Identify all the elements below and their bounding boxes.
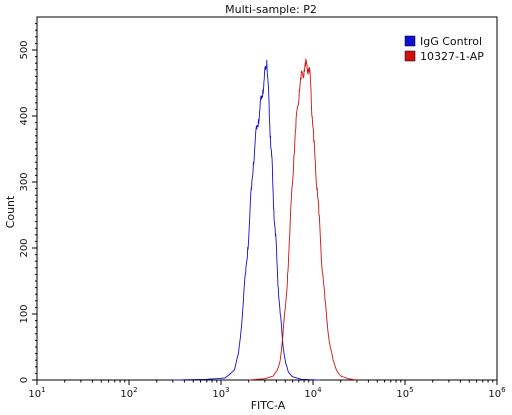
y-tick-label: 500 <box>19 40 30 59</box>
x-tick-label: 101 <box>28 386 45 400</box>
legend-label: 10327-1-AP <box>420 50 484 63</box>
series-line-1 <box>172 59 321 381</box>
y-axis-label: Count <box>4 195 17 228</box>
y-tick-label: 400 <box>19 106 30 125</box>
plot-area: 0 100 200 300 400 500 101 102 103 104 105 106 <box>19 16 506 400</box>
y-tick-label: 200 <box>19 238 30 257</box>
legend-swatch <box>404 35 416 47</box>
x-axis-label: FITC-A <box>251 399 286 412</box>
legend-swatch <box>404 50 416 62</box>
y-tick-label: 0 <box>19 377 30 383</box>
y-tick-label: 300 <box>19 172 30 191</box>
plot-frame <box>36 16 498 381</box>
x-tick-label: 104 <box>304 386 322 400</box>
x-tick-label: 105 <box>396 386 413 400</box>
x-tick-label: 103 <box>212 386 229 400</box>
legend-label: IgG Control <box>420 35 482 48</box>
series-line-2 <box>248 57 357 381</box>
x-tick-label: 106 <box>488 386 506 400</box>
y-tick-label: 100 <box>19 304 30 323</box>
chart-title: Multi-sample: P2 <box>225 3 317 16</box>
x-tick-label: 102 <box>120 386 137 400</box>
legend: IgG Control 10327-1-AP <box>404 35 484 63</box>
